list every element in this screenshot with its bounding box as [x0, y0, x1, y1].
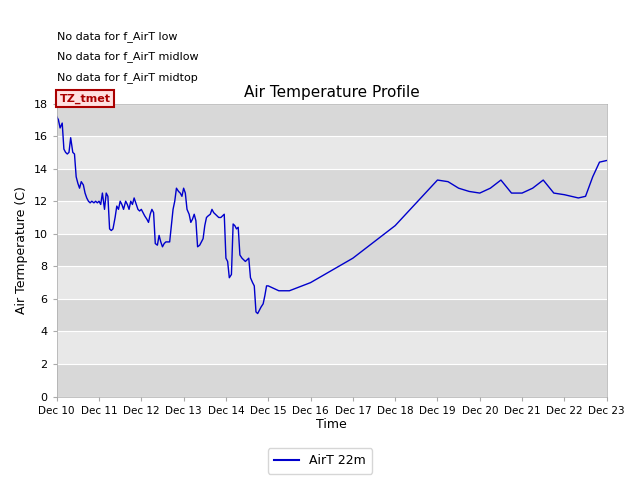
Bar [57, 299, 607, 332]
Bar [57, 136, 607, 168]
Bar [57, 201, 607, 234]
Y-axis label: Air Termperature (C): Air Termperature (C) [15, 186, 28, 314]
X-axis label: Time: Time [316, 419, 347, 432]
Title: Air Temperature Profile: Air Temperature Profile [244, 84, 420, 99]
Text: No data for f_AirT low: No data for f_AirT low [57, 31, 177, 42]
Text: No data for f_AirT midtop: No data for f_AirT midtop [57, 72, 198, 83]
Bar [57, 234, 607, 266]
Text: TZ_tmet: TZ_tmet [60, 93, 111, 104]
Bar [57, 168, 607, 201]
Bar [57, 364, 607, 396]
Legend: AirT 22m: AirT 22m [268, 448, 372, 474]
Bar [57, 266, 607, 299]
Text: No data for f_AirT midlow: No data for f_AirT midlow [57, 51, 198, 62]
Bar [57, 332, 607, 364]
Bar [57, 104, 607, 136]
